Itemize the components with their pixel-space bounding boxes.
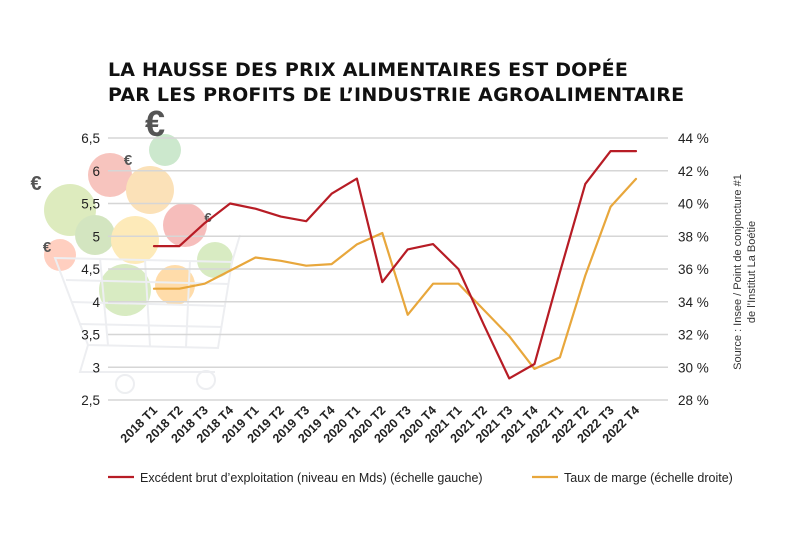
legend-label-ebe: Excédent brut d’exploitation (niveau en … bbox=[140, 471, 483, 485]
chart-title-line-1: LA HAUSSE DES PRIX ALIMENTAIRES EST DOPÉ… bbox=[108, 58, 628, 81]
gridlines bbox=[108, 137, 668, 401]
euro-icon: € bbox=[43, 239, 52, 256]
legend: Excédent brut d’exploitation (niveau en … bbox=[108, 471, 733, 485]
euro-icons: € € € € € bbox=[30, 103, 211, 256]
right-tick-label: 36 % bbox=[678, 262, 709, 277]
right-tick-label: 30 % bbox=[678, 360, 709, 375]
left-tick-label: 3,5 bbox=[81, 328, 100, 343]
left-tick-label: 5,5 bbox=[81, 197, 100, 212]
source-line-2: de l’Institut La Boétie bbox=[746, 221, 758, 323]
right-tick-label: 40 % bbox=[678, 197, 709, 212]
right-axis-ticks: 28 % 30 % 32 % 34 % 36 % 38 % 40 % 42 % 44 % bbox=[678, 131, 709, 408]
right-tick-label: 34 % bbox=[678, 295, 709, 310]
left-tick-label: 5 bbox=[92, 229, 100, 244]
left-tick-label: 4 bbox=[92, 295, 100, 310]
euro-icon: € bbox=[124, 152, 133, 169]
source-line-1: Source : Insee / Point de conjoncture #1 bbox=[732, 174, 744, 370]
left-tick-label: 2,5 bbox=[81, 393, 100, 408]
right-tick-label: 28 % bbox=[678, 393, 709, 408]
series-line-ebe bbox=[152, 150, 638, 380]
series-line-taux-marge bbox=[152, 177, 638, 370]
left-tick-label: 6 bbox=[92, 164, 100, 179]
euro-icon: € bbox=[204, 210, 211, 225]
euro-icon: € bbox=[145, 103, 165, 144]
right-tick-label: 42 % bbox=[678, 164, 709, 179]
right-tick-label: 44 % bbox=[678, 131, 709, 146]
legend-label-taux-marge: Taux de marge (échelle droite) bbox=[564, 471, 733, 485]
left-tick-label: 3 bbox=[92, 360, 100, 375]
euro-icon: € bbox=[30, 173, 41, 195]
shopping-cart-illustration bbox=[44, 134, 241, 394]
left-tick-label: 4,5 bbox=[81, 262, 100, 277]
right-tick-label: 38 % bbox=[678, 229, 709, 244]
chart-title-line-2: PAR LES PROFITS DE L’INDUSTRIE AGROALIME… bbox=[108, 84, 684, 106]
left-axis-ticks: 2,5 3 3,5 4 4,5 5 5,5 6 6,5 bbox=[81, 131, 100, 408]
series-lines bbox=[152, 150, 638, 380]
left-tick-label: 6,5 bbox=[81, 131, 100, 146]
right-tick-label: 32 % bbox=[678, 328, 709, 343]
